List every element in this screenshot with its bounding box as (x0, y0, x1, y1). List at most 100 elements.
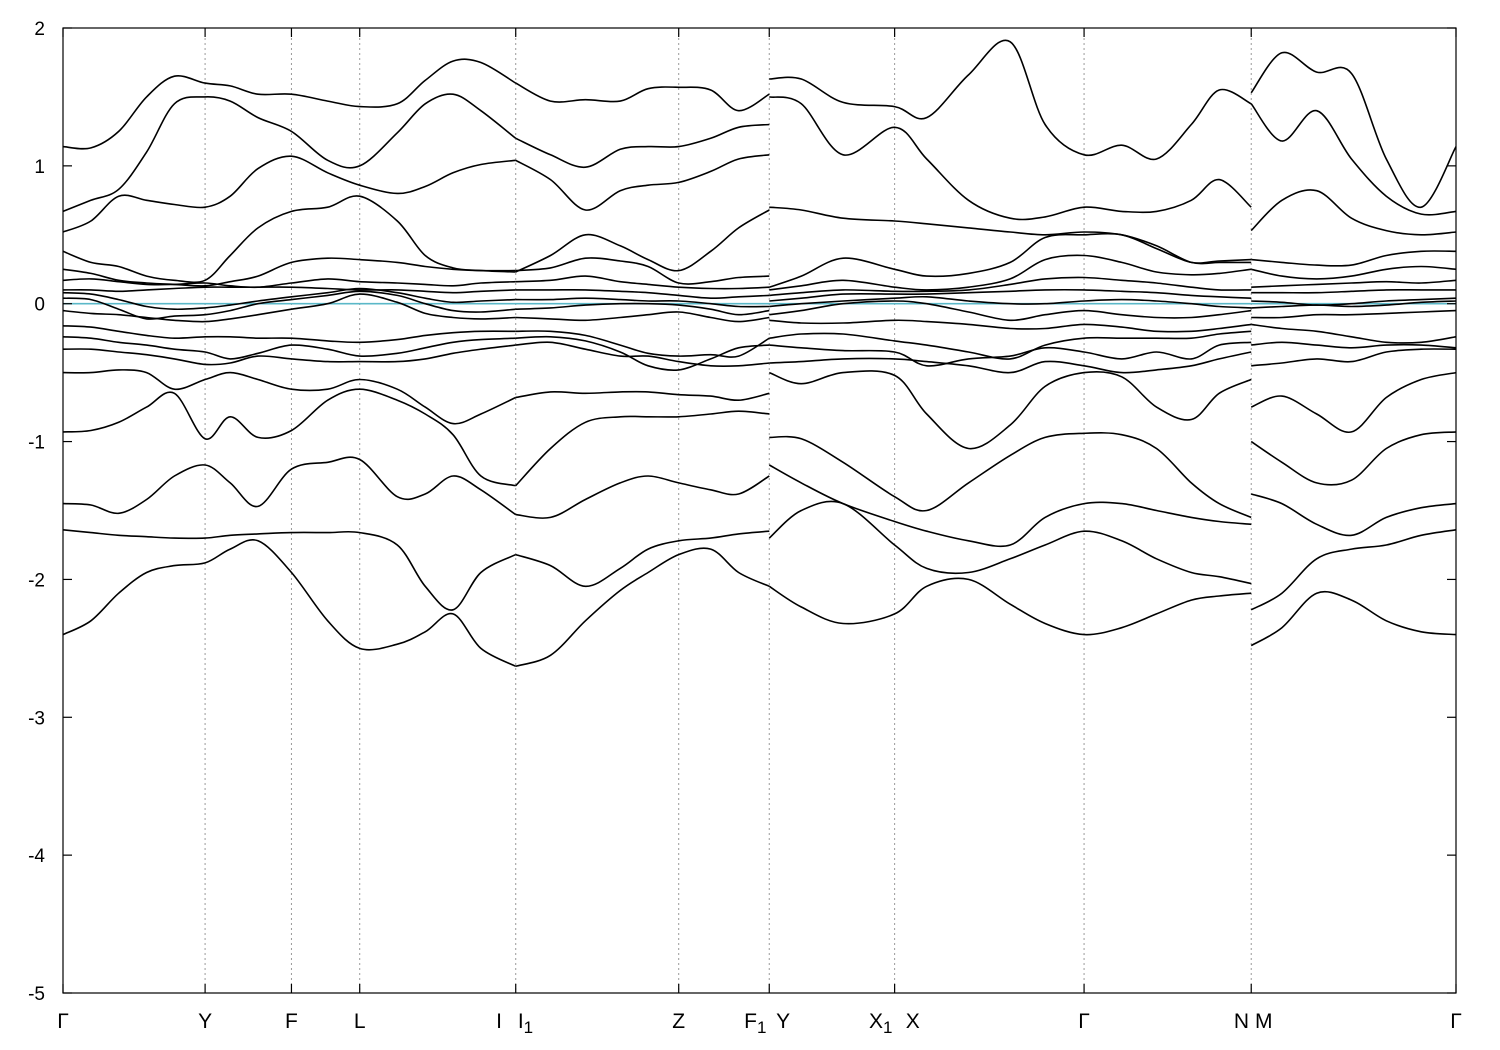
band-line (1251, 323, 1457, 344)
x-tick-label: X (906, 1010, 920, 1033)
band-line (515, 82, 770, 112)
band-line (769, 432, 1252, 519)
band-line (515, 123, 770, 169)
band-line (769, 206, 1252, 265)
band-line (1250, 431, 1457, 486)
band-line (62, 257, 516, 287)
y-tick-label: -1 (28, 433, 45, 454)
y-tick-label: -4 (28, 846, 45, 867)
band-line (515, 341, 770, 367)
band-line (62, 290, 516, 320)
band-segment (768, 39, 1252, 636)
band-lines-layer (62, 39, 1457, 668)
band-line (769, 96, 1252, 221)
band-line (1250, 103, 1457, 216)
band-line (1250, 51, 1457, 209)
band-line (1250, 189, 1457, 236)
x-tick-label: Z (672, 1010, 685, 1033)
band-line (515, 257, 770, 285)
band-line (62, 195, 516, 284)
band-line (62, 58, 517, 150)
x-tick-label: X1 (869, 1010, 892, 1037)
y-axis-ticks: 2 1 0 -1 -2 -3 -4 -5 (28, 19, 1456, 1005)
x-tick-label: Y (776, 1010, 790, 1033)
band-line (515, 390, 770, 402)
band-line (769, 39, 1252, 161)
band-line (62, 155, 516, 233)
band-line (515, 297, 770, 308)
band-line (769, 351, 1252, 374)
band-line (62, 456, 517, 516)
band-line (1250, 590, 1457, 647)
band-line (62, 93, 517, 213)
x-tick-label: Γ (1078, 1010, 1090, 1033)
x-tick-label: N (1234, 1010, 1249, 1033)
band-segment (1250, 51, 1457, 647)
band-line (62, 278, 516, 289)
y-tick-label: -2 (28, 570, 45, 591)
band-line (769, 300, 1252, 322)
band-segment (62, 58, 517, 668)
band-line (768, 577, 1252, 636)
band-line (1251, 297, 1457, 306)
band-line (1251, 289, 1457, 294)
band-line (1251, 309, 1457, 319)
x-tick-label-subscript: 1 (757, 1018, 766, 1037)
band-line (769, 232, 1252, 288)
band-line (62, 336, 516, 360)
y-tick-label: 0 (34, 295, 45, 316)
band-line (62, 325, 516, 344)
band-line (769, 295, 1252, 309)
y-tick-label: 2 (34, 19, 45, 40)
band-line (515, 154, 770, 211)
band-line (1250, 529, 1457, 611)
band-line (769, 370, 1252, 450)
x-tick-label: Γ (1450, 1010, 1462, 1033)
y-tick-label: -5 (28, 984, 45, 1005)
band-line (769, 254, 1252, 291)
band-line (515, 275, 770, 290)
band-line (769, 319, 1252, 333)
vertical-grid-lines (204, 28, 1252, 993)
x-tick-label-subscript: 1 (524, 1018, 533, 1037)
band-line (769, 288, 1252, 302)
band-line (62, 287, 516, 311)
band-line (515, 311, 770, 323)
band-line (1250, 371, 1457, 433)
x-tick-label: Γ (57, 1010, 69, 1033)
band-line (515, 335, 770, 371)
band-segment (515, 82, 770, 668)
band-line (515, 330, 770, 358)
x-tick-label: M (1255, 1010, 1273, 1033)
band-line (62, 369, 517, 425)
band-line (62, 539, 517, 668)
band-line (769, 276, 1252, 297)
band-line (515, 530, 770, 588)
x-tick-label: F1 (744, 1010, 766, 1037)
band-line (768, 464, 1252, 548)
band-line (515, 410, 770, 487)
band-line (1251, 341, 1457, 349)
x-tick-label-subscript: 1 (883, 1018, 892, 1037)
band-line (1251, 348, 1457, 367)
band-line (1250, 493, 1457, 537)
band-line (768, 500, 1252, 585)
band-line (62, 529, 517, 611)
band-line (62, 388, 516, 487)
band-line (769, 330, 1252, 360)
x-axis-ticks: Γ Y F L I I1 Z F1 Y X1 X Γ N M Γ (57, 28, 1462, 1037)
plot-frame-layer (62, 27, 1457, 994)
plot-frame (62, 27, 1457, 994)
band-line (1251, 250, 1457, 267)
x-tick-label: F (285, 1010, 298, 1033)
y-tick-label: -3 (28, 708, 45, 729)
band-line (515, 209, 770, 273)
x-tick-label: L (354, 1010, 366, 1033)
band-line (515, 302, 770, 316)
band-line (515, 475, 770, 519)
band-line (1251, 300, 1457, 309)
y-tick-label: 1 (34, 157, 45, 178)
band-line (515, 547, 770, 668)
band-line (769, 341, 1252, 367)
